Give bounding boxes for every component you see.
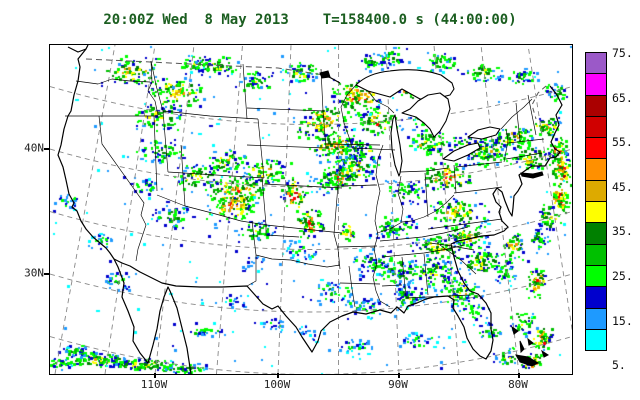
- x-tick-mark: [398, 373, 400, 378]
- y-tick-label: 40N: [24, 141, 44, 155]
- graticule: [50, 45, 572, 374]
- colorbar: 75. 65. 55. 45. 35. 25. 15. 5.: [585, 46, 633, 372]
- y-tick-label: 30N: [24, 266, 44, 280]
- x-tick-label: 80W: [508, 378, 528, 391]
- x-tick-mark: [277, 373, 279, 378]
- colorbar-box: [585, 94, 607, 117]
- colorbar-label: 75.: [612, 46, 633, 60]
- colorbar-label: 65.: [612, 90, 633, 105]
- colorbar-box: [585, 222, 607, 245]
- colorbar-box: [585, 52, 607, 75]
- colorbar-label: 5.: [612, 358, 626, 373]
- plot-title: 20:00Z Wed 8 May 2013 T=158400.0 s (44:00…: [49, 12, 571, 28]
- y-tick-mark: [44, 148, 49, 150]
- colorbar-label: 25.: [612, 269, 633, 283]
- colorbar-box: [585, 73, 607, 96]
- colorbar-box: [585, 201, 607, 224]
- colorbar-label: 45.: [612, 179, 633, 194]
- title-model-time: T=158400.0 s (44:00:00): [322, 12, 517, 28]
- x-tick-label: 90W: [388, 378, 408, 391]
- islands: [319, 70, 549, 367]
- canada-border-line: [85, 58, 325, 76]
- us-basemap: [50, 45, 572, 374]
- colorbar-box: [585, 264, 607, 288]
- x-tick-mark: [154, 373, 156, 378]
- colorbar-box: [585, 137, 607, 160]
- colorbar-label: 15.: [612, 313, 633, 328]
- colorbar-box: [585, 179, 607, 203]
- state-borders: [65, 60, 545, 308]
- colorbar-box: [585, 286, 607, 309]
- colorbar-box: [585, 307, 607, 330]
- maine-canada-border-line: [531, 85, 547, 120]
- great-lakes: [355, 69, 501, 177]
- map-frame: [49, 44, 573, 375]
- title-datetime: 20:00Z Wed 8 May 2013: [103, 12, 289, 28]
- colorbar-box: [585, 243, 607, 266]
- y-tick-mark: [44, 273, 49, 275]
- radar-echo-canvas: [50, 45, 572, 374]
- colorbar-box: [585, 115, 607, 139]
- colorbar-label: 55.: [612, 135, 633, 150]
- colorbar-label: 35.: [612, 224, 633, 239]
- x-tick-label: 100W: [263, 378, 291, 391]
- colorbar-box: [585, 328, 607, 352]
- colorbar-box: [585, 158, 607, 181]
- x-tick-mark: [518, 373, 520, 378]
- x-tick-label: 110W: [140, 378, 168, 391]
